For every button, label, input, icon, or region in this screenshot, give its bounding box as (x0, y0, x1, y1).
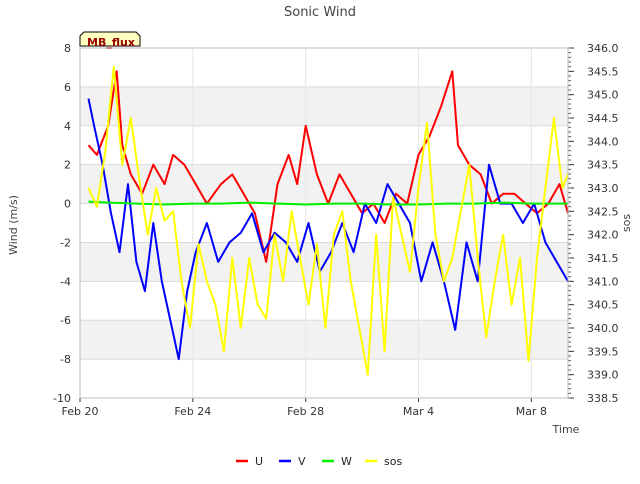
legend-label-u: U (255, 455, 263, 468)
y2-tick-label: 339.5 (587, 345, 619, 358)
y-tick-label: 8 (64, 42, 71, 55)
y2-tick-label: 346.0 (587, 42, 619, 55)
y2-tick-label: 342.0 (587, 229, 619, 242)
y2-tick-label: 338.5 (587, 392, 619, 405)
axes: -10 -8 -6 -4 -2 0 2 4 6 8 Feb 20 Feb 24 Feb 28 Mar 4 M… (53, 42, 618, 418)
x-tick-label: Mar 8 (516, 405, 547, 418)
legend-label-sos: sos (384, 455, 402, 468)
y2-tick-label: 341.0 (587, 275, 619, 288)
y2-tick-label: 342.5 (587, 205, 619, 218)
y2-tick-label: 339.0 (587, 369, 619, 382)
y2-tick-label: 340.5 (587, 299, 619, 312)
series-line-sos (87, 65, 569, 376)
x-tick-label: Feb 28 (287, 405, 324, 418)
site-badge-label: MB_flux (87, 36, 135, 49)
plot-frame (79, 47, 569, 399)
y-tick-label: -4 (60, 275, 71, 288)
y-tick-label: 2 (64, 159, 71, 172)
y-tick-label: -6 (60, 314, 71, 327)
y-tick-label: -8 (60, 353, 71, 366)
y2-tick-label: 345.0 (587, 89, 619, 102)
y2-tick-label: 345.5 (587, 65, 619, 78)
y-tick-label: 0 (64, 198, 71, 211)
y2-axis-label: sos (620, 214, 633, 232)
y2-tick-label: 344.0 (587, 135, 619, 148)
x-tick-label: Mar 4 (403, 405, 434, 418)
x-axis-label: Time (552, 423, 580, 436)
y-tick-label: 4 (64, 120, 71, 133)
x-tick-label: Feb 20 (62, 405, 99, 418)
series-layer (87, 65, 569, 376)
y-tick-label: -10 (53, 392, 71, 405)
chart-title: Sonic Wind (284, 5, 356, 20)
site-badge: MB_flux (79, 31, 141, 49)
legend-label-w: W (341, 455, 352, 468)
y2-tick-label: 341.5 (587, 252, 619, 265)
series-line-v (87, 98, 569, 361)
y2-tick-label: 340.0 (587, 322, 619, 335)
site-badge-box (79, 31, 141, 47)
plot-band (80, 86, 568, 126)
legend-label-v: V (298, 455, 306, 468)
y-axis-label: Wind (m/s) (7, 195, 20, 255)
y2-tick-label: 344.5 (587, 112, 619, 125)
plot-band (80, 320, 568, 360)
y2-tick-label: 343.0 (587, 182, 619, 195)
x-tick-label: Feb 24 (174, 405, 211, 418)
y2-tick-label: 343.5 (587, 159, 619, 172)
y-tick-label: -2 (60, 236, 71, 249)
y-tick-label: 6 (64, 81, 71, 94)
